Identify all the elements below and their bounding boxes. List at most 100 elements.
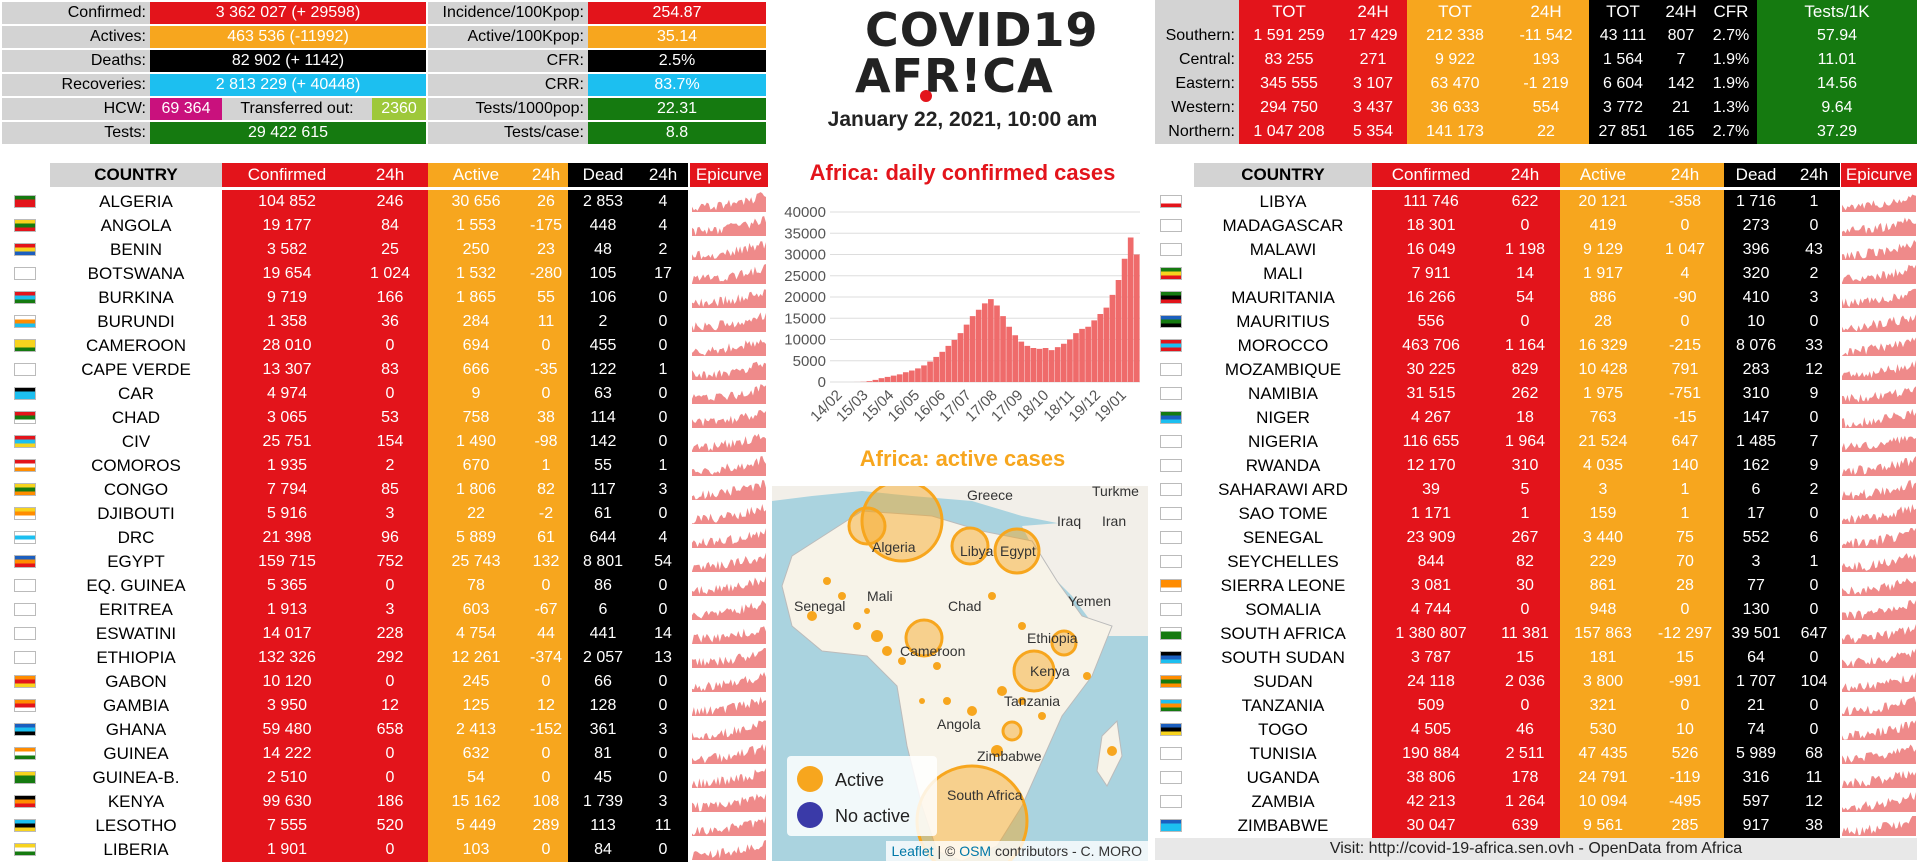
country-name[interactable]: ZIMBABWE — [1194, 814, 1372, 838]
country-name[interactable]: ESWATINI — [50, 622, 222, 646]
header-dead-24h-right[interactable]: 24h — [1788, 163, 1840, 187]
country-active: 9 — [428, 382, 524, 406]
country-name[interactable]: ZAMBIA — [1194, 790, 1372, 814]
country-name[interactable]: TOGO — [1194, 718, 1372, 742]
country-name[interactable]: EQ. GUINEA — [50, 574, 222, 598]
country-name[interactable]: RWANDA — [1194, 454, 1372, 478]
osm-link[interactable]: OSM — [959, 843, 992, 859]
header-dead-24h[interactable]: 24h — [638, 163, 688, 187]
flag-icon — [14, 699, 36, 712]
country-name[interactable]: LIBYA — [1194, 190, 1372, 214]
country-name[interactable]: BOTSWANA — [50, 262, 222, 286]
bubble-cameroon[interactable] — [904, 618, 944, 658]
country-name[interactable]: LESOTHO — [50, 814, 222, 838]
country-name[interactable]: CAPE VERDE — [50, 358, 222, 382]
header-country[interactable]: COUNTRY — [50, 163, 222, 187]
country-name[interactable]: SEYCHELLES — [1194, 550, 1372, 574]
country-name[interactable]: MAURITANIA — [1194, 286, 1372, 310]
map-title-text: Africa: active cases — [859, 446, 1066, 471]
header-confirmed-right[interactable]: Confirmed — [1372, 163, 1490, 187]
country-name[interactable]: NIGERIA — [1194, 430, 1372, 454]
bubble-zambia[interactable] — [1001, 720, 1023, 742]
country-active-24h: -98 — [524, 430, 568, 454]
region-header-4[interactable]: TOT — [1589, 0, 1657, 24]
country-name[interactable]: BURUNDI — [50, 310, 222, 334]
country-name[interactable]: ALGERIA — [50, 190, 222, 214]
daily-cases-bar — [1036, 348, 1043, 382]
country-name[interactable]: CAMEROON — [50, 334, 222, 358]
country-name[interactable]: SENEGAL — [1194, 526, 1372, 550]
country-name[interactable]: MALAWI — [1194, 238, 1372, 262]
bubble-libya[interactable] — [950, 526, 990, 566]
country-name[interactable]: SOUTH AFRICA — [1194, 622, 1372, 646]
country-name[interactable]: SAO TOME — [1194, 502, 1372, 526]
active-cases-map[interactable]: Algeria Libya Egypt Mali Chad Senegal Ye… — [772, 486, 1148, 861]
header-confirmed-24h-right[interactable]: 24h — [1490, 163, 1560, 187]
region-header-2[interactable]: TOT — [1407, 0, 1503, 24]
country-name[interactable]: BENIN — [50, 238, 222, 262]
bubble-egypt[interactable] — [993, 527, 1041, 575]
header-country-right[interactable]: COUNTRY — [1194, 163, 1372, 187]
leaflet-link[interactable]: Leaflet — [891, 843, 934, 859]
country-name[interactable]: MOROCCO — [1194, 334, 1372, 358]
country-name[interactable]: GHANA — [50, 718, 222, 742]
country-name[interactable]: SOUTH SUDAN — [1194, 646, 1372, 670]
region-header-5[interactable]: 24H — [1657, 0, 1705, 24]
country-name[interactable]: COMOROS — [50, 454, 222, 478]
country-name[interactable]: MALI — [1194, 262, 1372, 286]
country-name[interactable]: TANZANIA — [1194, 694, 1372, 718]
region-header-1[interactable]: 24H — [1339, 0, 1407, 24]
region-header-0[interactable]: TOT — [1239, 0, 1339, 24]
header-confirmed[interactable]: Confirmed — [222, 163, 352, 187]
header-active-right[interactable]: Active — [1560, 163, 1646, 187]
country-name[interactable]: SOMALIA — [1194, 598, 1372, 622]
country-name[interactable]: ETHIOPIA — [50, 646, 222, 670]
country-name[interactable]: CHAD — [50, 406, 222, 430]
country-name[interactable]: SUDAN — [1194, 670, 1372, 694]
country-name[interactable]: ANGOLA — [50, 214, 222, 238]
flag-icon — [14, 819, 36, 832]
region-header-3[interactable]: 24H — [1503, 0, 1589, 24]
header-active[interactable]: Active — [428, 163, 524, 187]
header-dead[interactable]: Dead — [568, 163, 638, 187]
country-name[interactable]: SAHARAWI ARD — [1194, 478, 1372, 502]
country-name[interactable]: GAMBIA — [50, 694, 222, 718]
country-name[interactable]: MOZAMBIQUE — [1194, 358, 1372, 382]
country-name[interactable]: MADAGASCAR — [1194, 214, 1372, 238]
country-name[interactable]: KENYA — [50, 790, 222, 814]
header-dead-right[interactable]: Dead — [1724, 163, 1788, 187]
region-value: 1.9% — [1705, 48, 1757, 72]
region-header-7[interactable]: Tests/1K — [1757, 0, 1917, 24]
header-active-24h[interactable]: 24h — [524, 163, 568, 187]
region-value: 3 772 — [1589, 96, 1657, 120]
bubble-algeria-morocco[interactable] — [860, 486, 944, 563]
country-name[interactable]: LIBERIA — [50, 838, 222, 862]
country-name[interactable]: GABON — [50, 670, 222, 694]
country-name[interactable]: TUNISIA — [1194, 742, 1372, 766]
country-name[interactable]: GUINEA — [50, 742, 222, 766]
bubble-ethiopia[interactable] — [1050, 629, 1078, 657]
country-name[interactable]: MAURITIUS — [1194, 310, 1372, 334]
country-name[interactable]: SIERRA LEONE — [1194, 574, 1372, 598]
country-name[interactable]: BURKINA — [50, 286, 222, 310]
footer-link[interactable]: Visit: http://covid-19-africa.sen.ovh - … — [1155, 838, 1917, 860]
country-name[interactable]: ERITREA — [50, 598, 222, 622]
country-name[interactable]: NAMIBIA — [1194, 382, 1372, 406]
country-name[interactable]: CIV — [50, 430, 222, 454]
country-name[interactable]: CONGO — [50, 478, 222, 502]
country-name[interactable]: EGYPT — [50, 550, 222, 574]
country-name[interactable]: GUINEA-B. — [50, 766, 222, 790]
country-name[interactable]: DRC — [50, 526, 222, 550]
header-confirmed-24h[interactable]: 24h — [352, 163, 428, 187]
header-active-24h-right[interactable]: 24h — [1646, 163, 1724, 187]
country-confirmed: 116 655 — [1372, 430, 1490, 454]
region-header-6[interactable]: CFR — [1705, 0, 1757, 24]
country-dead: 147 — [1724, 406, 1788, 430]
bubble-morocco[interactable] — [847, 506, 887, 546]
country-name[interactable]: UGANDA — [1194, 766, 1372, 790]
country-name[interactable]: NIGER — [1194, 406, 1372, 430]
bubble-kenya[interactable] — [1012, 649, 1056, 693]
country-name[interactable]: DJIBOUTI — [50, 502, 222, 526]
country-name[interactable]: CAR — [50, 382, 222, 406]
country-confirmed: 132 326 — [222, 646, 352, 670]
